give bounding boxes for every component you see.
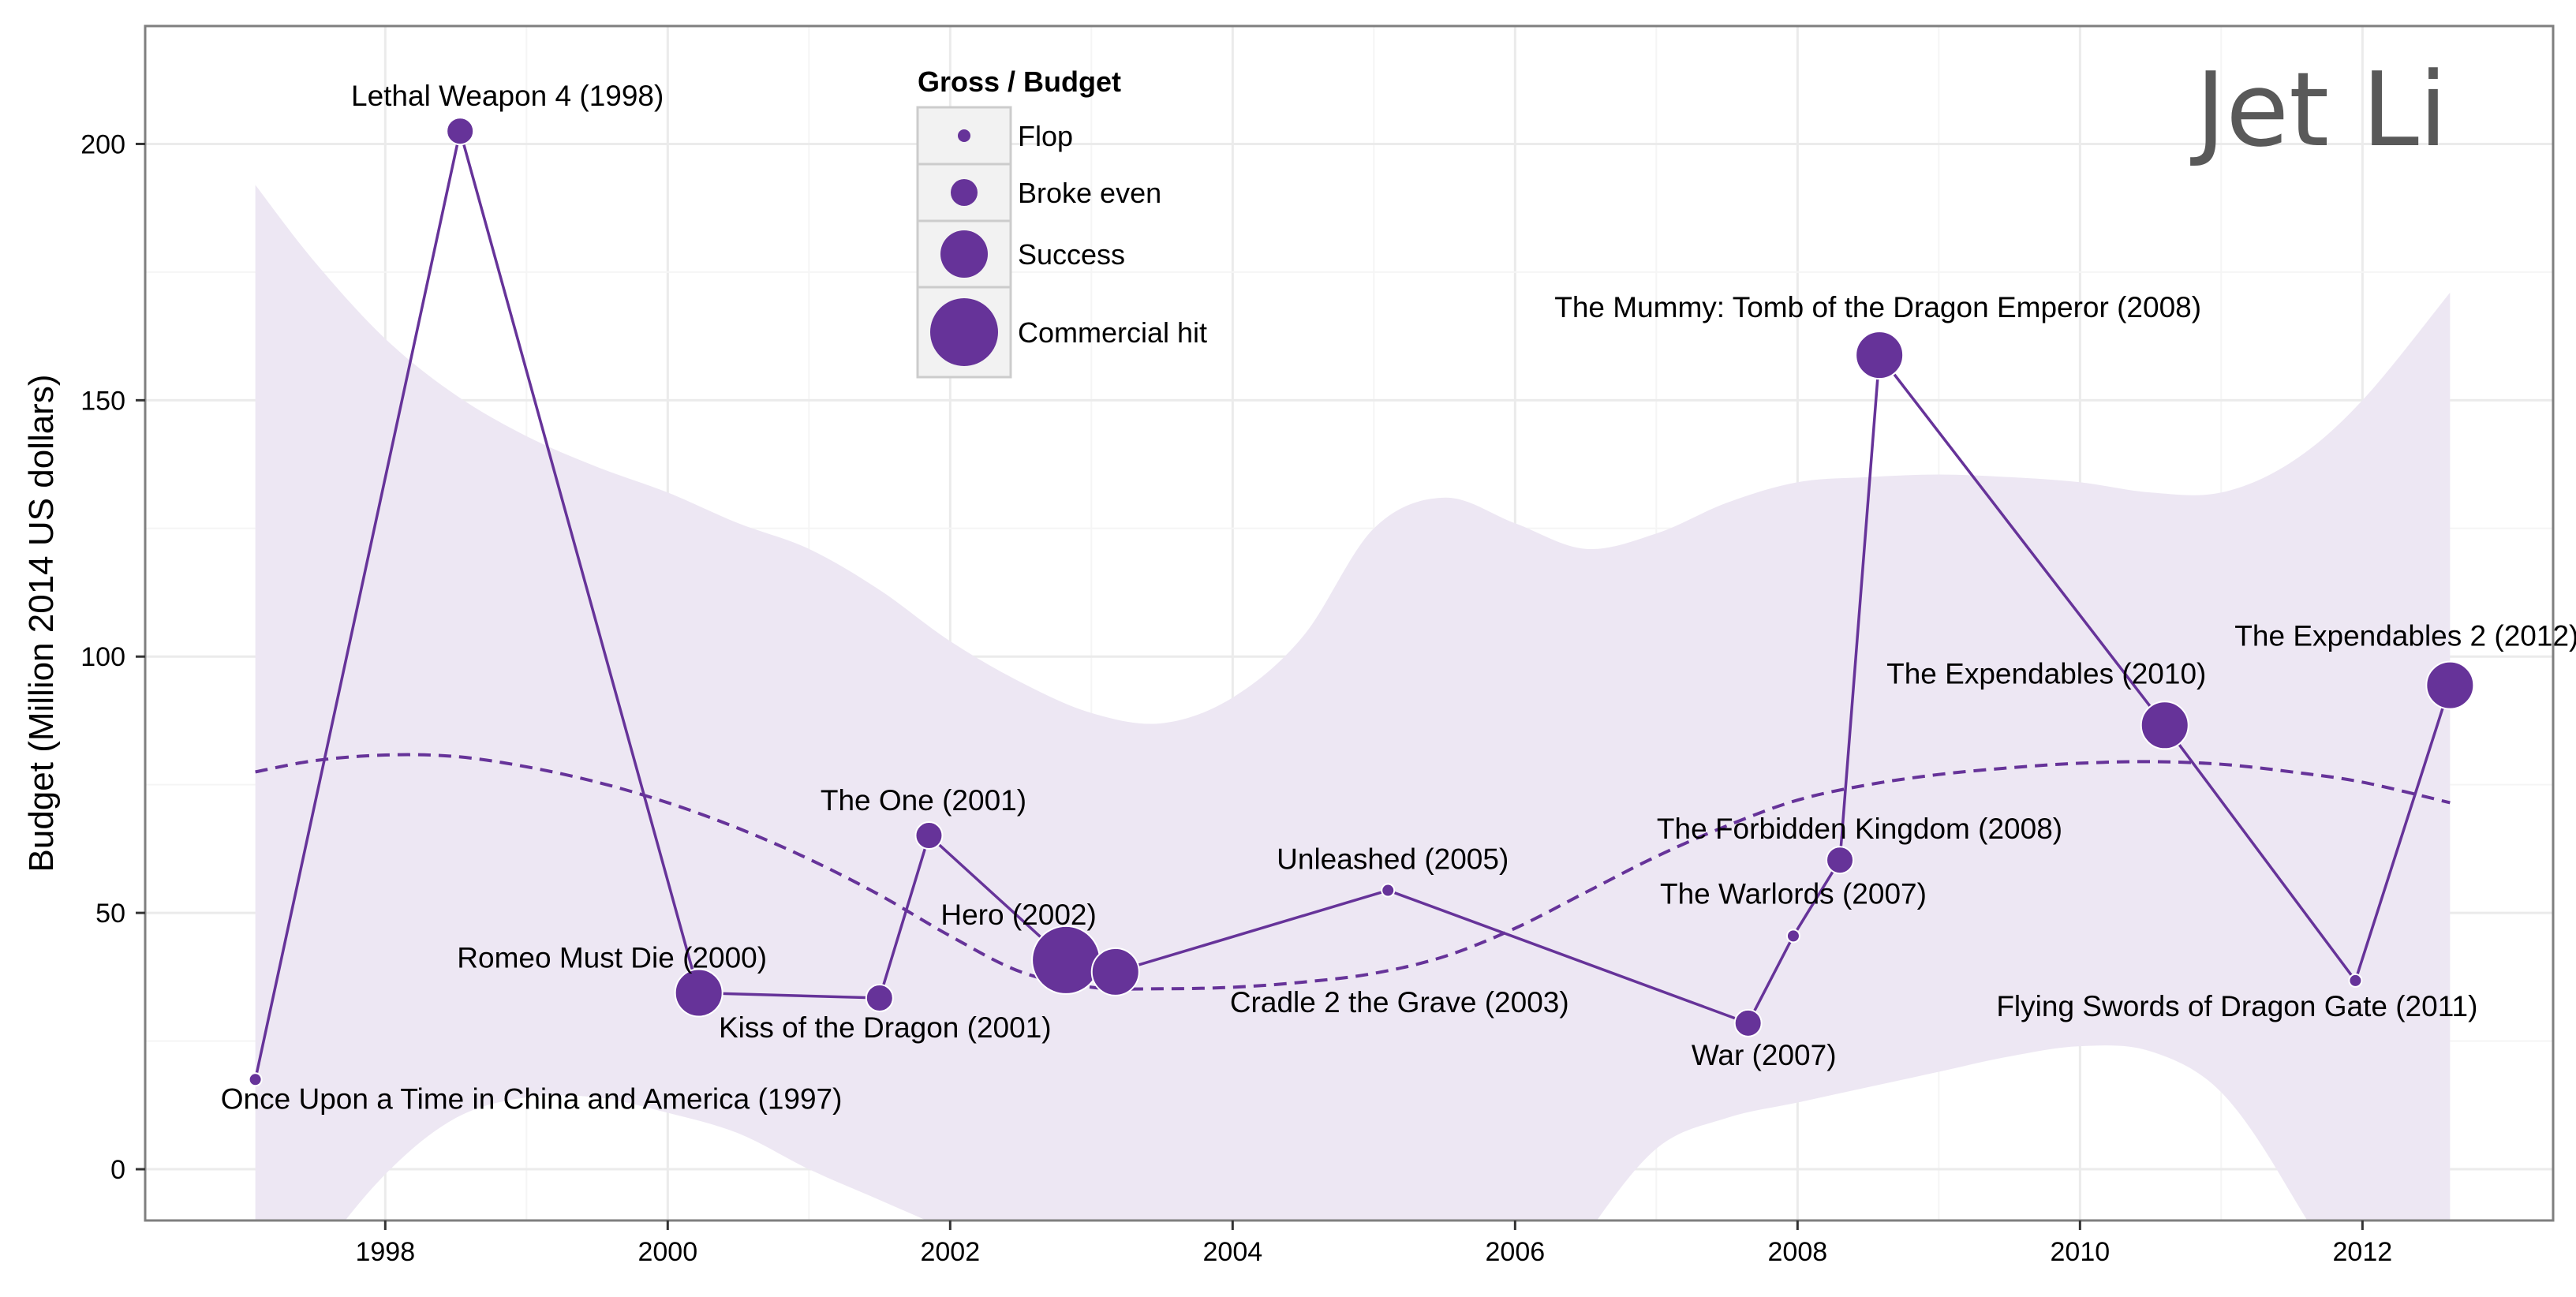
data-label: Unleashed (2005): [1277, 843, 1509, 876]
x-axis: 1998 2000 2002 2004 2006 2008 2010 2012: [355, 1220, 2392, 1267]
x-tick-label: 1998: [355, 1237, 415, 1267]
legend: Gross / Budget Flop Broke even Success Comm…: [916, 65, 1207, 379]
data-label: War (2007): [1692, 1039, 1837, 1071]
confidence-band-group: [255, 185, 2451, 1220]
x-tick-label: 2000: [637, 1237, 697, 1267]
data-label: Hero (2002): [940, 899, 1096, 931]
data-point: [2140, 701, 2189, 750]
data-label: The Forbidden Kingdom (2008): [1657, 813, 2062, 845]
x-tick-label: 2008: [1768, 1237, 1828, 1267]
y-tick-label: 0: [110, 1155, 125, 1185]
trend-line: [255, 753, 2451, 991]
data-point: [248, 1072, 263, 1087]
data-label: The One (2001): [821, 784, 1026, 817]
legend-item-label: Flop: [1018, 120, 1073, 152]
y-tick-label: 200: [80, 129, 125, 159]
confidence-band: [255, 185, 2451, 1220]
data-point: [2425, 660, 2475, 710]
legend-key-symbol: [958, 129, 970, 142]
data-label: The Mummy: Tomb of the Dragon Emperor (2…: [1554, 291, 2201, 323]
y-axis: 0 50 100 150 200: [80, 129, 145, 1185]
data-labels: Once Upon a Time in China and America (1…: [221, 80, 2576, 1115]
data-label: Cradle 2 the Grave (2003): [1230, 986, 1569, 1019]
x-tick-label: 2004: [1203, 1237, 1263, 1267]
data-point: [1733, 1008, 1763, 1037]
panel-border: [144, 24, 2555, 1222]
data-label: Lethal Weapon 4 (1998): [351, 80, 664, 112]
data-point: [1826, 846, 1855, 875]
data-point: [1785, 929, 1800, 944]
data-label: The Expendables (2010): [1886, 657, 2206, 690]
data-label: The Expendables 2 (2012): [2234, 620, 2576, 652]
y-tick-label: 150: [80, 386, 125, 416]
data-points: [248, 117, 2475, 1087]
data-label: Romeo Must Die (2000): [457, 941, 767, 974]
data-point: [1090, 947, 1140, 996]
watermark-title: Jet Li: [2190, 50, 2447, 170]
legend-item-label: Broke even: [1018, 177, 1161, 209]
y-tick-label: 100: [80, 642, 125, 672]
data-point: [674, 968, 723, 1018]
data-point: [914, 821, 944, 850]
data-label: Kiss of the Dragon (2001): [719, 1011, 1052, 1044]
legend-key-symbol: [951, 179, 978, 206]
legend-item-label: Commercial hit: [1018, 316, 1207, 349]
legend-item-label: Success: [1018, 238, 1125, 271]
data-point: [1855, 331, 1905, 380]
data-point: [1031, 925, 1101, 995]
data-point: [865, 983, 894, 1012]
y-axis-title: Budget (Million 2014 US dollars): [22, 375, 61, 873]
x-tick-label: 2010: [2051, 1237, 2111, 1267]
data-label: The Warlords (2007): [1660, 877, 1927, 910]
data-label: Once Upon a Time in China and America (1…: [221, 1082, 843, 1115]
legend-title: Gross / Budget: [918, 65, 1121, 98]
legend-key-symbol: [940, 230, 988, 278]
legend-key-symbol: [930, 298, 998, 366]
x-tick-label: 2006: [1486, 1237, 1546, 1267]
data-label: Flying Swords of Dragon Gate (2011): [1996, 990, 2477, 1022]
data-point: [1381, 883, 1396, 898]
x-tick-label: 2012: [2333, 1237, 2393, 1267]
data-point: [446, 117, 475, 146]
data-point: [2348, 973, 2363, 988]
x-tick-label: 2002: [920, 1237, 980, 1267]
y-tick-label: 50: [95, 899, 125, 929]
